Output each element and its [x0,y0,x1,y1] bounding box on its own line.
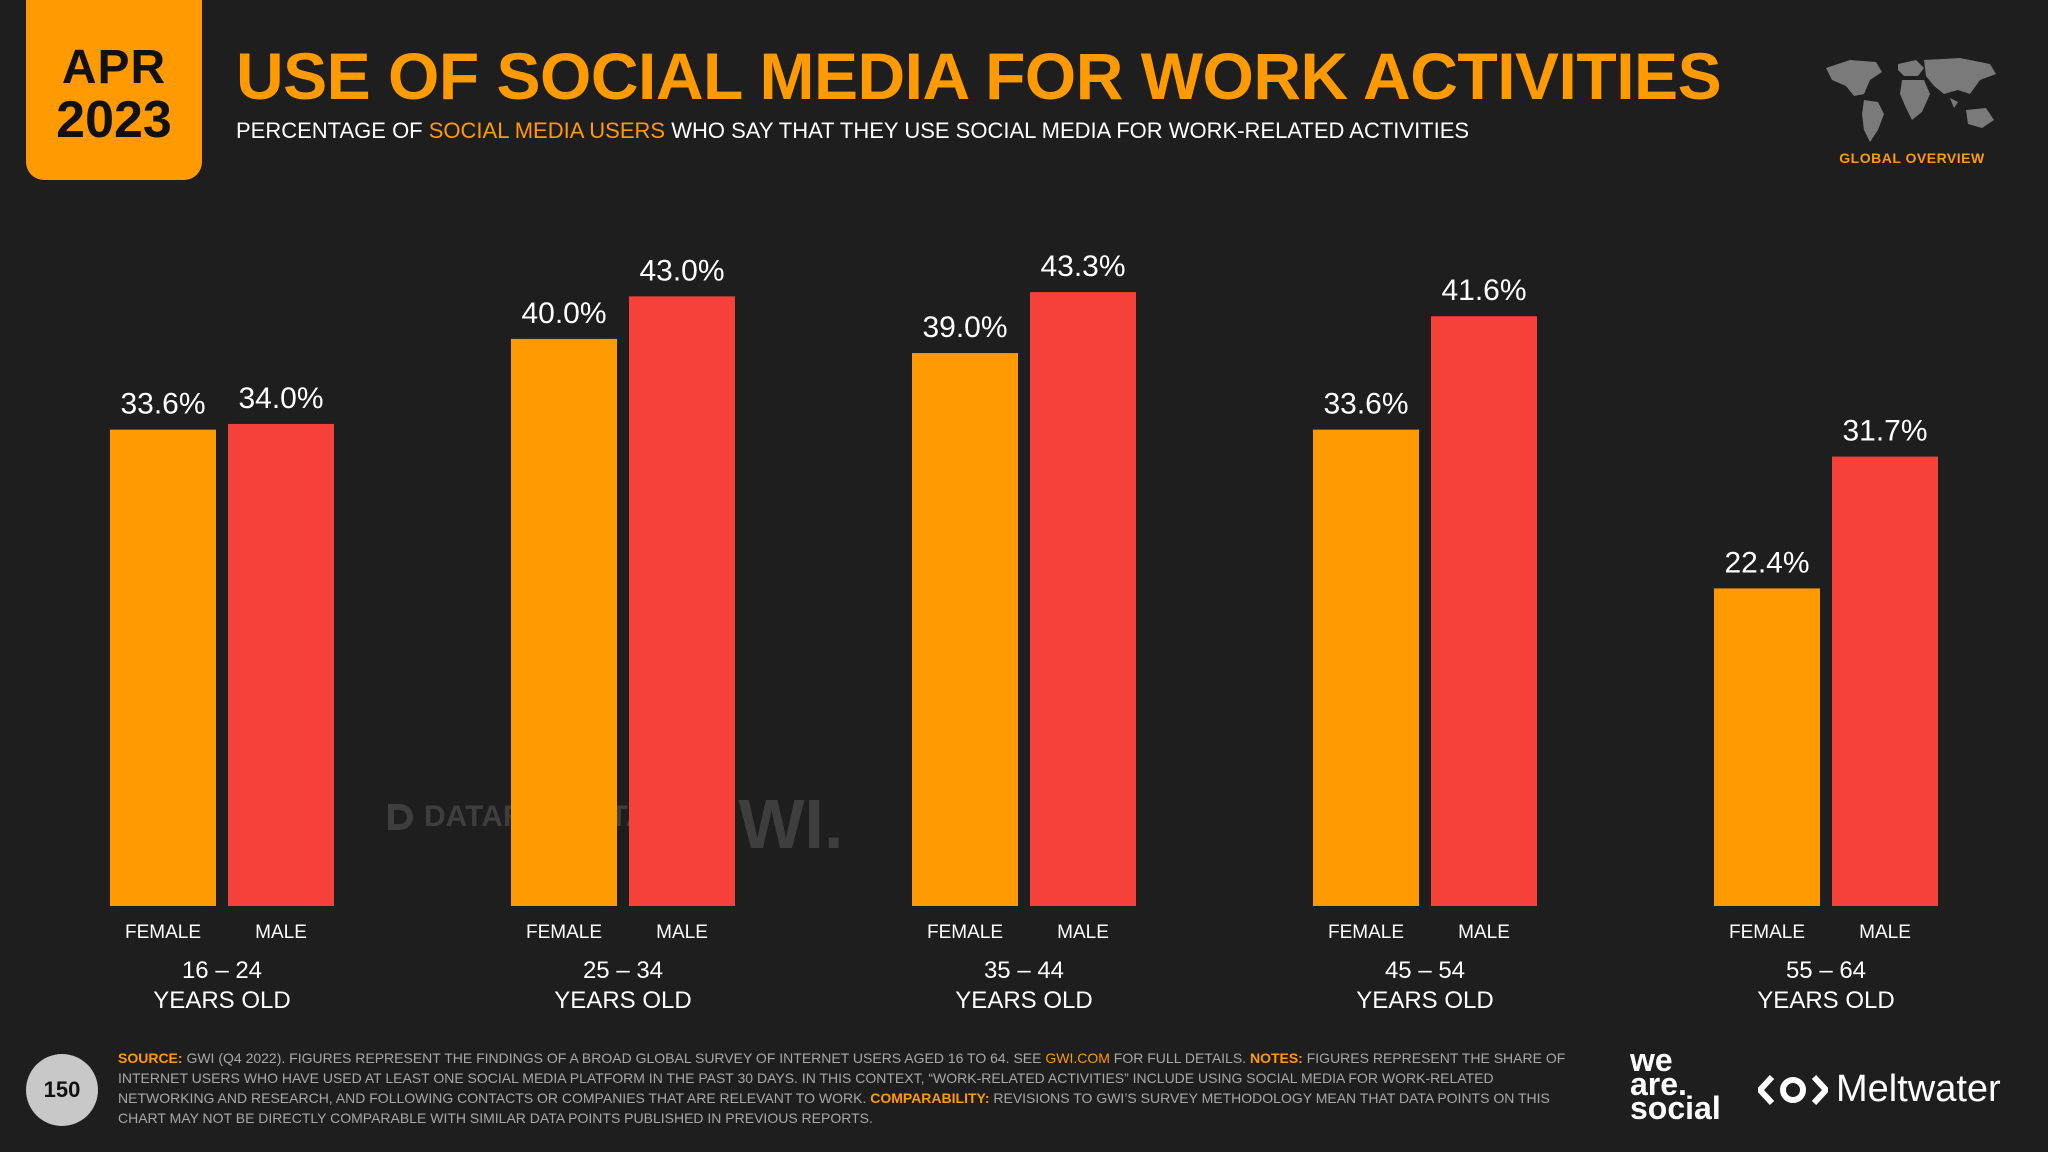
data-label-male-2: 43.0% [639,254,724,287]
bar-female-5 [1714,588,1820,906]
bar-male-3 [1030,292,1136,906]
category-range-4: 45 – 54 [1385,957,1465,984]
bar-female-1 [110,429,216,906]
badge-year: 2023 [56,91,172,149]
category-suffix-1: YEARS OLD [153,987,290,1014]
we-are-social-logo: we are. social [1630,1042,1721,1126]
badge-month: APR [61,41,167,94]
series-label-male-5: MALE [1859,922,1911,943]
data-label-male-5: 31.7% [1842,415,1927,448]
page-subtitle: PERCENTAGE OF SOCIAL MEDIA USERS WHO SAY… [236,118,1469,144]
source-text-end: FOR FULL DETAILS. [1109,1050,1250,1066]
data-label-female-5: 22.4% [1724,546,1809,579]
data-label-male-1: 34.0% [238,382,323,415]
page-number: 150 [26,1054,98,1126]
category-range-3: 35 – 44 [984,957,1064,984]
series-label-female-3: FEMALE [927,922,1003,943]
subtitle-highlight: SOCIAL MEDIA USERS [428,118,666,143]
series-label-female-2: FEMALE [526,922,602,943]
bar-female-4 [1313,429,1419,906]
was-line-3: social [1630,1090,1721,1126]
bar-female-2 [511,338,617,906]
category-suffix-5: YEARS OLD [1757,987,1894,1014]
notes-text: FIGURES REPRESENT THE SHARE OF INTERNET … [118,1050,1566,1106]
source-text: GWI (Q4 2022). FIGURES REPRESENT THE FIN… [182,1050,1046,1066]
notes-label: NOTES: [1249,1050,1303,1066]
bar-chart: 33.6% FEMALE 34.0% MALE 16 – 24 YEARS OLD 40.0… [110,250,1938,1014]
source-link[interactable]: GWI.COM [1045,1050,1110,1066]
category-suffix-2: YEARS OLD [554,987,691,1014]
meltwater-text: Meltwater [1836,1068,2001,1110]
meltwater-mark-icon [1758,1074,1828,1105]
data-label-female-2: 40.0% [521,297,606,330]
data-label-female-4: 33.6% [1323,388,1408,421]
category-suffix-4: YEARS OLD [1356,987,1493,1014]
category-suffix-3: YEARS OLD [955,987,1092,1014]
meltwater-logo: Meltwater [1758,1068,2001,1111]
source-footnote: SOURCE: GWI (Q4 2022). FIGURES REPRESENT… [118,1048,1588,1128]
subtitle-pre: PERCENTAGE OF [236,118,429,143]
region-label: GLOBAL OVERVIEW [1839,150,1985,166]
bar-female-3 [912,353,1018,907]
data-label-female-1: 33.6% [120,388,205,421]
was-line-2: are. [1630,1066,1687,1102]
bar-male-2 [629,296,735,906]
bar-male-1 [228,423,334,906]
category-range-1: 16 – 24 [182,957,262,984]
series-label-female-1: FEMALE [125,922,201,943]
data-label-male-4: 41.6% [1441,274,1526,307]
comparability-text: REVISIONS TO GWI’S SURVEY METHODOLOGY ME… [118,1090,1550,1126]
series-label-female-5: FEMALE [1729,922,1805,943]
bar-male-4 [1431,316,1537,906]
comparability-label: COMPARABILITY: [870,1090,990,1106]
subtitle-post: WHO SAY THAT THEY USE SOCIAL MEDIA FOR W… [665,118,1470,143]
date-badge: APR 2023 [26,0,202,180]
series-label-male-3: MALE [1057,922,1109,943]
was-line-1: we [1630,1042,1673,1078]
page-title: USE OF SOCIAL MEDIA FOR WORK ACTIVITIES [236,39,1722,113]
series-label-male-4: MALE [1458,922,1510,943]
series-label-male-1: MALE [255,922,307,943]
series-label-female-4: FEMALE [1328,922,1404,943]
world-map-icon [1826,58,1996,142]
source-label: SOURCE: [118,1050,183,1066]
category-range-2: 25 – 34 [583,957,663,984]
bar-male-5 [1832,456,1938,906]
data-label-female-3: 39.0% [922,311,1007,344]
data-label-male-3: 43.3% [1040,250,1125,283]
datareportal-logo-icon [388,804,413,830]
category-range-5: 55 – 64 [1786,957,1866,984]
series-label-male-2: MALE [656,922,708,943]
